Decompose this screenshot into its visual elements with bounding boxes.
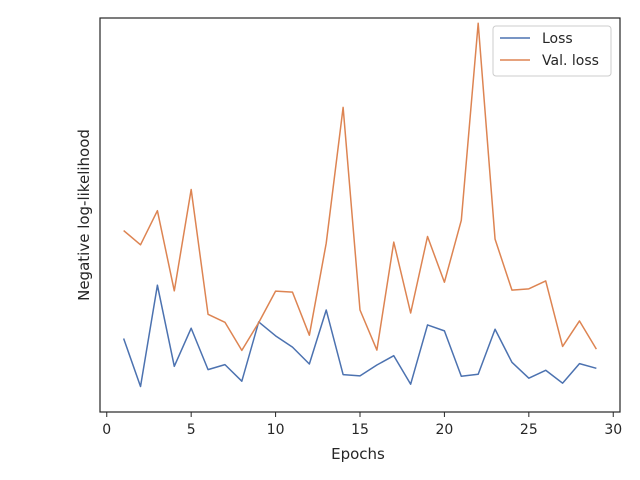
plot-frame: [99, 17, 621, 413]
legend-label-loss: Loss: [542, 31, 573, 47]
y-axis-label: Negative log-likelihood: [75, 129, 93, 301]
legend: Loss Val. loss: [492, 25, 612, 77]
legend-label-val-loss: Val. loss: [542, 53, 599, 69]
x-tick-label: 20: [436, 422, 454, 438]
x-tick-label: 0: [102, 422, 111, 438]
x-tick-label: 30: [604, 422, 622, 438]
x-axis-label: Epochs: [331, 445, 385, 463]
x-tick-label: 5: [187, 422, 196, 438]
x-tick-label: 25: [520, 422, 538, 438]
series-layer: [122, 22, 598, 388]
x-tick-label: 10: [267, 422, 285, 438]
x-axis-ticks: 0 5 10 15 20 25 30: [102, 412, 622, 438]
series-line-loss: [122, 284, 597, 388]
x-tick-label: 15: [351, 422, 369, 438]
series-line-val-loss: [123, 22, 598, 352]
